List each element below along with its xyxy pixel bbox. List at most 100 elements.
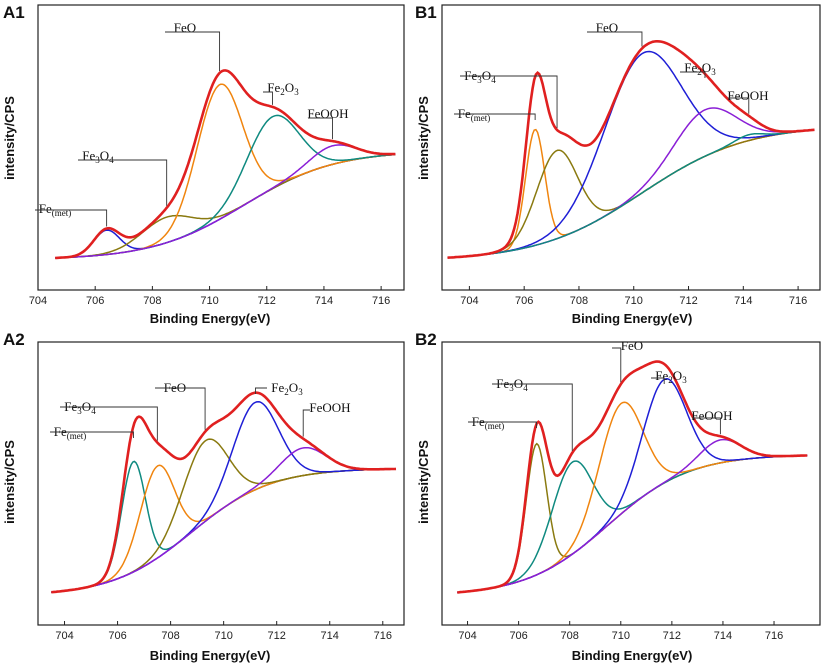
series-line-feo xyxy=(447,50,815,259)
envelope-line xyxy=(447,40,815,259)
panel-A1: A1 intensity/CPS Binding Energy(eV) xyxy=(2,3,270,326)
annotation: FeOOH xyxy=(307,106,349,140)
x-axis-label-A1: Binding Energy(eV) xyxy=(150,311,271,326)
annotation: FeO xyxy=(587,20,643,47)
annotation: FeO xyxy=(165,20,221,71)
annotation-label: Fe3O4 xyxy=(496,376,528,393)
plot-frame xyxy=(37,4,405,291)
series-line-fe2o3 xyxy=(51,400,397,593)
panel-letter-B2: B2 xyxy=(415,330,437,349)
x-tick-label: 708 xyxy=(570,295,588,307)
annotation-label: Fe3O4 xyxy=(64,399,96,416)
annotation-label: Fe3O4 xyxy=(464,68,496,85)
series-line-feooh xyxy=(457,438,808,594)
x-axis-label-B2: Binding Energy(eV) xyxy=(572,648,693,663)
annotation-label: FeOOH xyxy=(309,400,350,415)
x-tick-label: 710 xyxy=(625,295,643,307)
annotation-label: Fe2O3 xyxy=(271,380,303,397)
x-tick-label: 706 xyxy=(515,295,533,307)
x-tick-label: 714 xyxy=(321,630,339,642)
x-tick-label: 714 xyxy=(714,630,732,642)
annotation-leader xyxy=(302,409,310,437)
annotation: Fe3O4 xyxy=(60,399,158,441)
annotation-label: Fe(met) xyxy=(472,414,505,431)
x-tick-label: 704 xyxy=(458,630,476,642)
series-line-femet xyxy=(51,460,397,593)
annotation: Fe2O3 xyxy=(263,80,299,105)
x-tick-label: 710 xyxy=(214,630,232,642)
envelope-line xyxy=(55,69,396,260)
x-tick-label: 704 xyxy=(460,295,478,307)
x-tick-label: 712 xyxy=(258,295,276,307)
panel-B2: B2 intensity/CPS Binding Energy(eV) xyxy=(415,330,692,663)
plot-frame xyxy=(37,341,405,626)
annotation: Fe2O3 xyxy=(255,380,303,397)
x-tick-label: 716 xyxy=(789,295,807,307)
annotation-label: FeO xyxy=(164,380,186,395)
series-line-fe2o3 xyxy=(457,378,808,594)
annotation: Fe(met) xyxy=(50,424,134,441)
y-axis-label-B2: intensity/CPS xyxy=(416,440,431,524)
x-tick-label: 714 xyxy=(734,295,752,307)
panel-A2: A2 intensity/CPS Binding Energy(eV) xyxy=(2,330,270,663)
annotation: Fe3O4 xyxy=(460,68,558,128)
x-axis-label-B1: Binding Energy(eV) xyxy=(572,311,693,326)
series-line-feooh xyxy=(447,129,815,259)
annotation-label: FeOOH xyxy=(727,88,768,103)
plot-B1: 704 706 708 710 712 714 716 Fe(met) Fe3O4 FeO Fe2O… xyxy=(441,4,821,307)
annotation-leader xyxy=(60,406,158,441)
series-line-fe2o3 xyxy=(447,107,815,259)
series-line-feo xyxy=(51,438,397,593)
series-line-femet xyxy=(457,442,808,594)
x-axis-label-A2: Binding Energy(eV) xyxy=(150,648,271,663)
annotation-leader xyxy=(308,117,333,140)
x-tick-label: 706 xyxy=(86,295,104,307)
annotation-label: FeOOH xyxy=(691,408,732,423)
series-line-femet xyxy=(447,128,815,259)
annotation-leader xyxy=(587,31,643,47)
x-tick-label: 714 xyxy=(315,295,333,307)
annotation-leader xyxy=(680,71,706,78)
annotation-leader xyxy=(155,387,206,430)
annotation-label: FeO xyxy=(621,338,643,353)
annotation: FeO xyxy=(155,380,206,430)
x-tick-label: 716 xyxy=(765,630,783,642)
annotation-leader xyxy=(165,31,221,71)
annotation: Fe2O3 xyxy=(651,368,687,385)
annotation: FeOOH xyxy=(727,88,769,114)
x-tick-label: 708 xyxy=(143,295,161,307)
background-line xyxy=(457,454,808,594)
y-axis-label-A1: intensity/CPS xyxy=(2,96,17,180)
x-tick-label: 704 xyxy=(55,630,73,642)
annotation-label: Fe(met) xyxy=(54,424,87,441)
annotation-leader xyxy=(255,387,267,394)
series-line-feooh xyxy=(51,446,397,593)
series-line-fe3o4 xyxy=(447,129,815,259)
plot-frame xyxy=(441,341,821,626)
x-tick-label: 704 xyxy=(29,295,47,307)
series-line-feo xyxy=(457,401,808,594)
annotation: FeOOH xyxy=(691,408,733,435)
annotation-label: Fe2O3 xyxy=(655,368,687,385)
annotation-leader xyxy=(492,383,573,451)
x-tick-label: 712 xyxy=(663,630,681,642)
background-line xyxy=(55,153,396,259)
x-tick-label: 710 xyxy=(200,295,218,307)
annotation: Fe(met) xyxy=(35,201,108,227)
annotation: Fe(met) xyxy=(454,106,536,123)
background-line xyxy=(447,129,815,259)
annotation-leader xyxy=(692,417,721,435)
series-line-femet xyxy=(55,153,396,259)
panel-letter-A2: A2 xyxy=(3,330,25,349)
y-axis-label-A2: intensity/CPS xyxy=(2,440,17,524)
annotation-label: FeO xyxy=(174,20,196,35)
annotation-leader xyxy=(612,347,622,383)
annotation-label: Fe2O3 xyxy=(684,60,716,77)
annotation-leader xyxy=(728,97,750,114)
series-line-fe2o3 xyxy=(55,114,396,259)
annotation-leader xyxy=(50,431,134,438)
series-line-fe3o4 xyxy=(55,153,396,259)
series-line-fe3o4 xyxy=(51,464,397,593)
annotation-leader xyxy=(651,377,665,384)
